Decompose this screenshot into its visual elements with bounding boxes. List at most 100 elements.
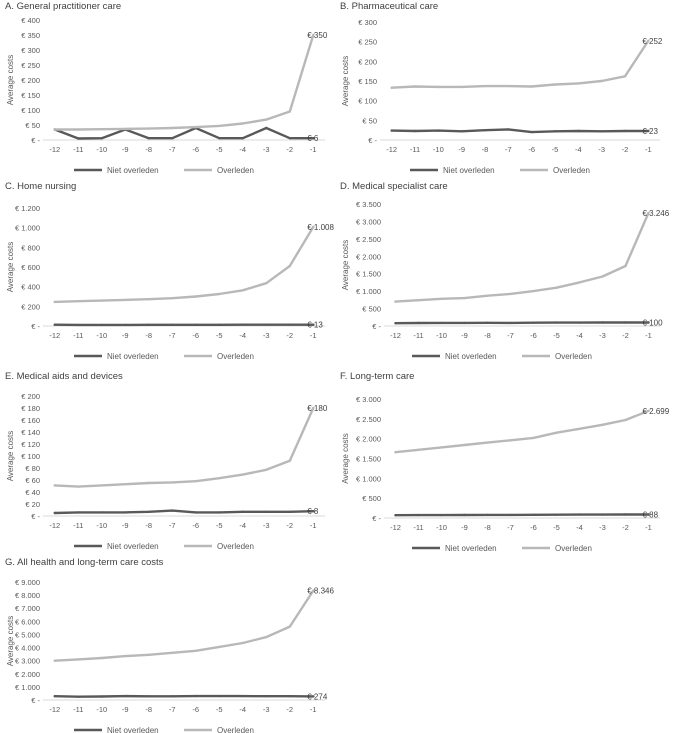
- y-tick-label: € 1.000: [356, 287, 381, 296]
- data-point-overleden: [647, 409, 650, 413]
- data-point-niet-overleden: [312, 695, 315, 698]
- data-point-overleden: [413, 85, 417, 88]
- series-line-overleden: [390, 39, 650, 89]
- data-point-niet-overleden: [53, 323, 56, 326]
- data-point-niet-overleden: [241, 323, 244, 326]
- chart-title: C. Home nursing: [5, 181, 76, 192]
- y-tick-label: € 1.500: [356, 455, 381, 464]
- data-point-overleden: [312, 33, 315, 37]
- data-point-overleden: [194, 295, 197, 298]
- y-tick-label: € 140: [21, 428, 40, 437]
- x-tick-label: -1: [645, 145, 652, 154]
- data-point-niet-overleden: [265, 126, 268, 130]
- x-tick-label: -11: [413, 331, 423, 340]
- data-point-niet-overleden: [265, 695, 268, 698]
- data-point-overleden: [147, 298, 150, 301]
- data-point-overleden: [555, 431, 558, 434]
- data-point-niet-overleden: [147, 695, 150, 698]
- x-tick-label: -5: [216, 705, 223, 714]
- data-point-overleden: [312, 406, 315, 410]
- y-tick-label: € 1.500: [356, 270, 381, 279]
- x-tick-label: -2: [286, 145, 293, 154]
- x-tick-label: -5: [553, 331, 560, 340]
- y-tick-label: € 50: [362, 116, 377, 125]
- data-point-niet-overleden: [77, 695, 80, 698]
- x-tick-label: -4: [239, 705, 246, 714]
- data-point-niet-overleden: [124, 511, 127, 514]
- x-tick-label: -5: [216, 521, 223, 530]
- y-tick-label: € 1.000: [15, 683, 40, 692]
- x-tick-label: -8: [145, 331, 152, 340]
- data-point-overleden: [532, 436, 535, 440]
- x-tick-label: -9: [122, 145, 129, 154]
- data-point-overleden: [171, 481, 174, 484]
- y-axis-label: Average costs: [6, 55, 15, 106]
- data-label-end: € 100: [643, 319, 664, 328]
- x-tick-label: -12: [390, 523, 401, 532]
- data-point-overleden: [623, 75, 627, 78]
- data-point-niet-overleden: [483, 129, 487, 132]
- x-tick-label: -6: [192, 331, 199, 340]
- data-point-overleden: [147, 653, 150, 656]
- data-label-end: € 350: [307, 31, 328, 40]
- x-tick-label: -1: [310, 521, 317, 530]
- y-tick-label: € -: [31, 322, 40, 331]
- y-tick-label: € 50: [25, 121, 40, 130]
- x-tick-label: -3: [263, 521, 270, 530]
- data-point-niet-overleden: [623, 129, 627, 133]
- x-tick-label: -7: [169, 521, 176, 530]
- y-tick-label: € 200: [21, 392, 40, 401]
- data-point-overleden: [77, 658, 80, 661]
- data-point-overleden: [463, 296, 466, 300]
- series-line-overleden: [53, 406, 315, 488]
- data-point-niet-overleden: [624, 321, 627, 324]
- chart-title: G. All health and long-term care costs: [5, 557, 164, 568]
- data-point-niet-overleden: [601, 321, 604, 324]
- data-label-end: € 274: [307, 692, 328, 701]
- data-point-overleden: [486, 294, 489, 297]
- series-line-niet-overleden: [53, 694, 315, 698]
- legend-label: Overleden: [555, 352, 592, 361]
- x-tick-label: -4: [575, 145, 582, 154]
- data-point-niet-overleden: [509, 321, 512, 325]
- data-point-overleden: [100, 128, 104, 131]
- data-label-end: € 6: [307, 134, 319, 143]
- data-point-overleden: [265, 468, 268, 471]
- data-point-niet-overleden: [312, 137, 315, 140]
- x-tick-label: -2: [622, 145, 629, 154]
- y-tick-label: € 9.000: [15, 578, 40, 587]
- data-point-overleden: [440, 297, 443, 300]
- data-point-niet-overleden: [100, 323, 104, 327]
- data-point-overleden: [577, 82, 580, 85]
- data-point-niet-overleden: [288, 323, 291, 326]
- y-tick-label: € 150: [21, 91, 40, 100]
- y-tick-label: € 180: [21, 404, 40, 413]
- data-point-niet-overleden: [53, 695, 56, 698]
- y-axis-label: Average costs: [6, 242, 15, 293]
- x-tick-label: -11: [73, 521, 83, 530]
- data-point-overleden: [509, 292, 512, 296]
- y-tick-label: € 3.500: [356, 200, 381, 209]
- y-axis-label: Average costs: [341, 240, 350, 291]
- legend-label: Niet overleden: [445, 352, 497, 361]
- data-point-overleden: [463, 443, 466, 447]
- data-point-overleden: [578, 427, 581, 430]
- x-tick-label: -3: [599, 523, 606, 532]
- data-point-niet-overleden: [171, 137, 174, 140]
- x-tick-label: -8: [145, 705, 152, 714]
- y-tick-label: € 500: [362, 494, 381, 503]
- x-tick-label: -1: [645, 331, 652, 340]
- legend-label: Overleden: [217, 166, 254, 175]
- x-tick-label: -6: [530, 331, 537, 340]
- y-tick-label: € 200: [358, 57, 377, 66]
- data-point-niet-overleden: [578, 513, 581, 516]
- y-axis-label: Average costs: [341, 433, 350, 484]
- chart-panel-6: G. All health and long-term care costs Av…: [5, 557, 334, 733]
- data-point-niet-overleden: [600, 130, 603, 133]
- data-point-niet-overleden: [555, 321, 558, 324]
- y-tick-label: € 80: [25, 464, 40, 473]
- y-axis-label: Average costs: [6, 431, 15, 482]
- x-tick-label: -3: [263, 331, 270, 340]
- legend-label: Niet overleden: [445, 544, 497, 553]
